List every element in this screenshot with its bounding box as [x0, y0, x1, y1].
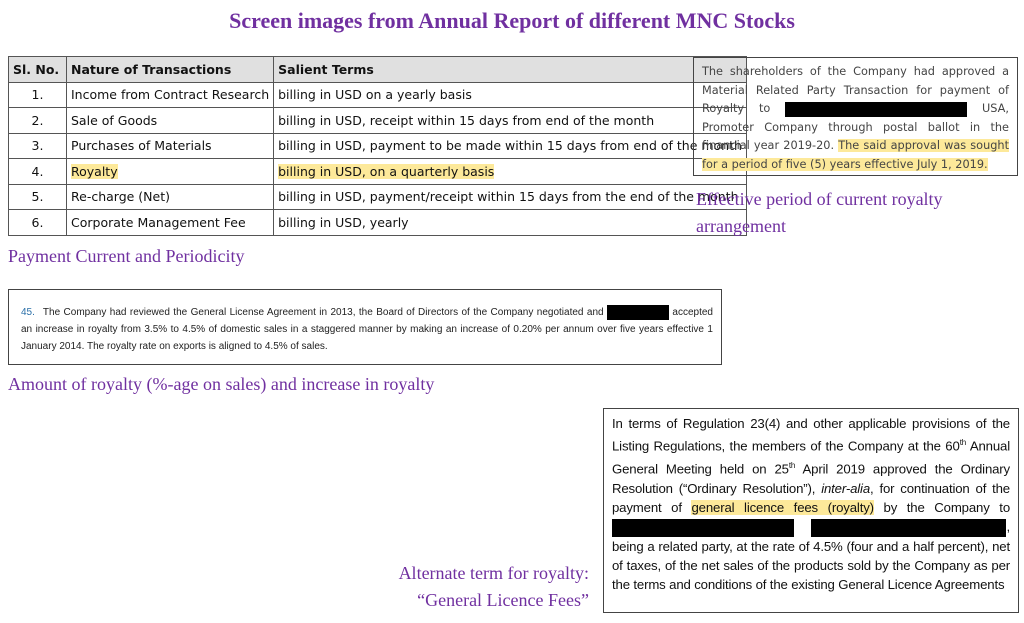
table-cell: Income from Contract Research — [65, 81, 275, 108]
cell-text: billing in USD, payment to be made withi… — [278, 138, 742, 154]
excerpt-box: 45. The Company had reviewed the General … — [8, 289, 722, 365]
table-cell: Re-charge (Net) — [65, 183, 275, 210]
caption: Alternate term for royalty: “General Lice… — [399, 560, 589, 614]
column-header: Salient Terms — [273, 56, 747, 83]
redaction — [785, 101, 968, 117]
column-header: Sl. No. — [8, 56, 67, 83]
table-row: 4. Royalty billing in USD, on a quarterly … — [8, 158, 747, 185]
table-cell: billing in USD, yearly — [273, 209, 747, 236]
text: Annual General Meeting held on 25 — [612, 438, 1010, 477]
highlight: general licence fees (royalty) — [691, 499, 874, 515]
table-body: 1. Income from Contract Research billing i… — [8, 81, 747, 236]
caption: Payment Current and Periodicity — [8, 246, 245, 266]
cell-text: 3. — [31, 138, 44, 154]
cell-text: 1. — [31, 87, 44, 103]
table-cell: Royalty — [65, 158, 275, 185]
header-row: Sl. No. Nature of Transactions Salient Ter… — [8, 56, 747, 83]
cell-text: billing in USD, on a quarterly basis — [278, 163, 495, 179]
text: accepted an increase in royalty from 3.5… — [21, 307, 713, 352]
cell-text: Purchases of Materials — [71, 138, 212, 154]
table-row: 5. Re-charge (Net) billing in USD, payment… — [8, 183, 747, 210]
cell-text: 6. — [31, 214, 44, 230]
table-cell: 1. — [8, 81, 67, 108]
text: In terms of Regulation 23(4) and other a… — [612, 416, 1010, 454]
cell-text: billing in USD, receipt within 15 days f… — [278, 112, 655, 128]
cell-text: Sale of Goods — [71, 112, 158, 128]
table-cell: 5. — [8, 183, 67, 210]
title: Screen images from Annual Report of diff… — [229, 8, 795, 33]
text: by the Company to — [883, 499, 1011, 515]
table-cell: billing in USD, on a quarterly basis — [273, 158, 747, 185]
table-cell: 3. — [8, 132, 67, 159]
excerpt-box: The shareholders of the Company had appr… — [693, 57, 1018, 176]
redaction — [811, 518, 1007, 537]
table-cell: Sale of Goods — [65, 107, 275, 134]
table-cell: Corporate Management Fee — [65, 209, 275, 236]
text: April 2019 approved the Ordinary Resolut… — [612, 461, 1010, 496]
caption-line: Alternate term for royalty: — [398, 563, 589, 583]
cell-text: Re-charge (Net) — [71, 189, 170, 205]
table-cell: 6. — [8, 209, 67, 236]
table-cell: billing in USD on a yearly basis — [273, 81, 747, 108]
table-cell: 2. — [8, 107, 67, 134]
cell-text: Corporate Management Fee — [71, 214, 246, 230]
table-row: 6. Corporate Management Fee billing in USD… — [8, 209, 747, 236]
italic-text: inter-alia — [821, 480, 871, 496]
caption: Effective period of current royalty arra… — [696, 189, 943, 236]
cell-text: Income from Contract Research — [71, 87, 270, 103]
text: The shareholders of the Company had appr… — [702, 65, 1009, 115]
cell-text: Royalty — [71, 163, 118, 179]
table-row: 3. Purchases of Materials billing in USD, … — [8, 132, 747, 159]
transactions-table: Sl. No. Nature of Transactions Salient Ter… — [8, 56, 747, 236]
table-cell: billing in USD, payment to be made withi… — [273, 132, 747, 159]
cell-text: billing in USD, yearly — [278, 214, 409, 230]
text: , being a related party, at the rate of … — [612, 519, 1010, 593]
table-cell: 4. — [8, 158, 67, 185]
redaction — [612, 518, 794, 537]
item-number: 45. — [21, 307, 35, 318]
cell-text: 5. — [31, 189, 44, 205]
superscript: th — [959, 438, 967, 448]
table-row: 2. Sale of Goods billing in USD, receipt w… — [8, 107, 747, 134]
text: The Company had reviewed the General Lic… — [42, 307, 604, 318]
text: USA, Promoter Company through postal bal… — [702, 102, 1009, 152]
table-cell: billing in USD, receipt within 15 days f… — [273, 107, 747, 134]
caption: Amount of royalty (%-age on sales) and i… — [8, 374, 435, 394]
superscript: th — [788, 460, 796, 470]
caption-line: “General Licence Fees” — [417, 590, 589, 610]
cell-text: billing in USD on a yearly basis — [278, 87, 472, 103]
table-row: 1. Income from Contract Research billing i… — [8, 81, 747, 108]
excerpt-box: In terms of Regulation 23(4) and other a… — [603, 408, 1019, 613]
text: , for continuation of the payment of — [612, 480, 1010, 515]
table-cell: billing in USD, payment/receipt within 1… — [273, 183, 747, 210]
table-cell: Purchases of Materials — [65, 132, 275, 159]
column-header: Nature of Transactions — [65, 56, 275, 83]
cell-text: 4. — [31, 163, 44, 179]
cell-text: 2. — [31, 112, 44, 128]
redaction — [606, 304, 669, 320]
cell-text: billing in USD, payment/receipt within 1… — [278, 189, 739, 205]
